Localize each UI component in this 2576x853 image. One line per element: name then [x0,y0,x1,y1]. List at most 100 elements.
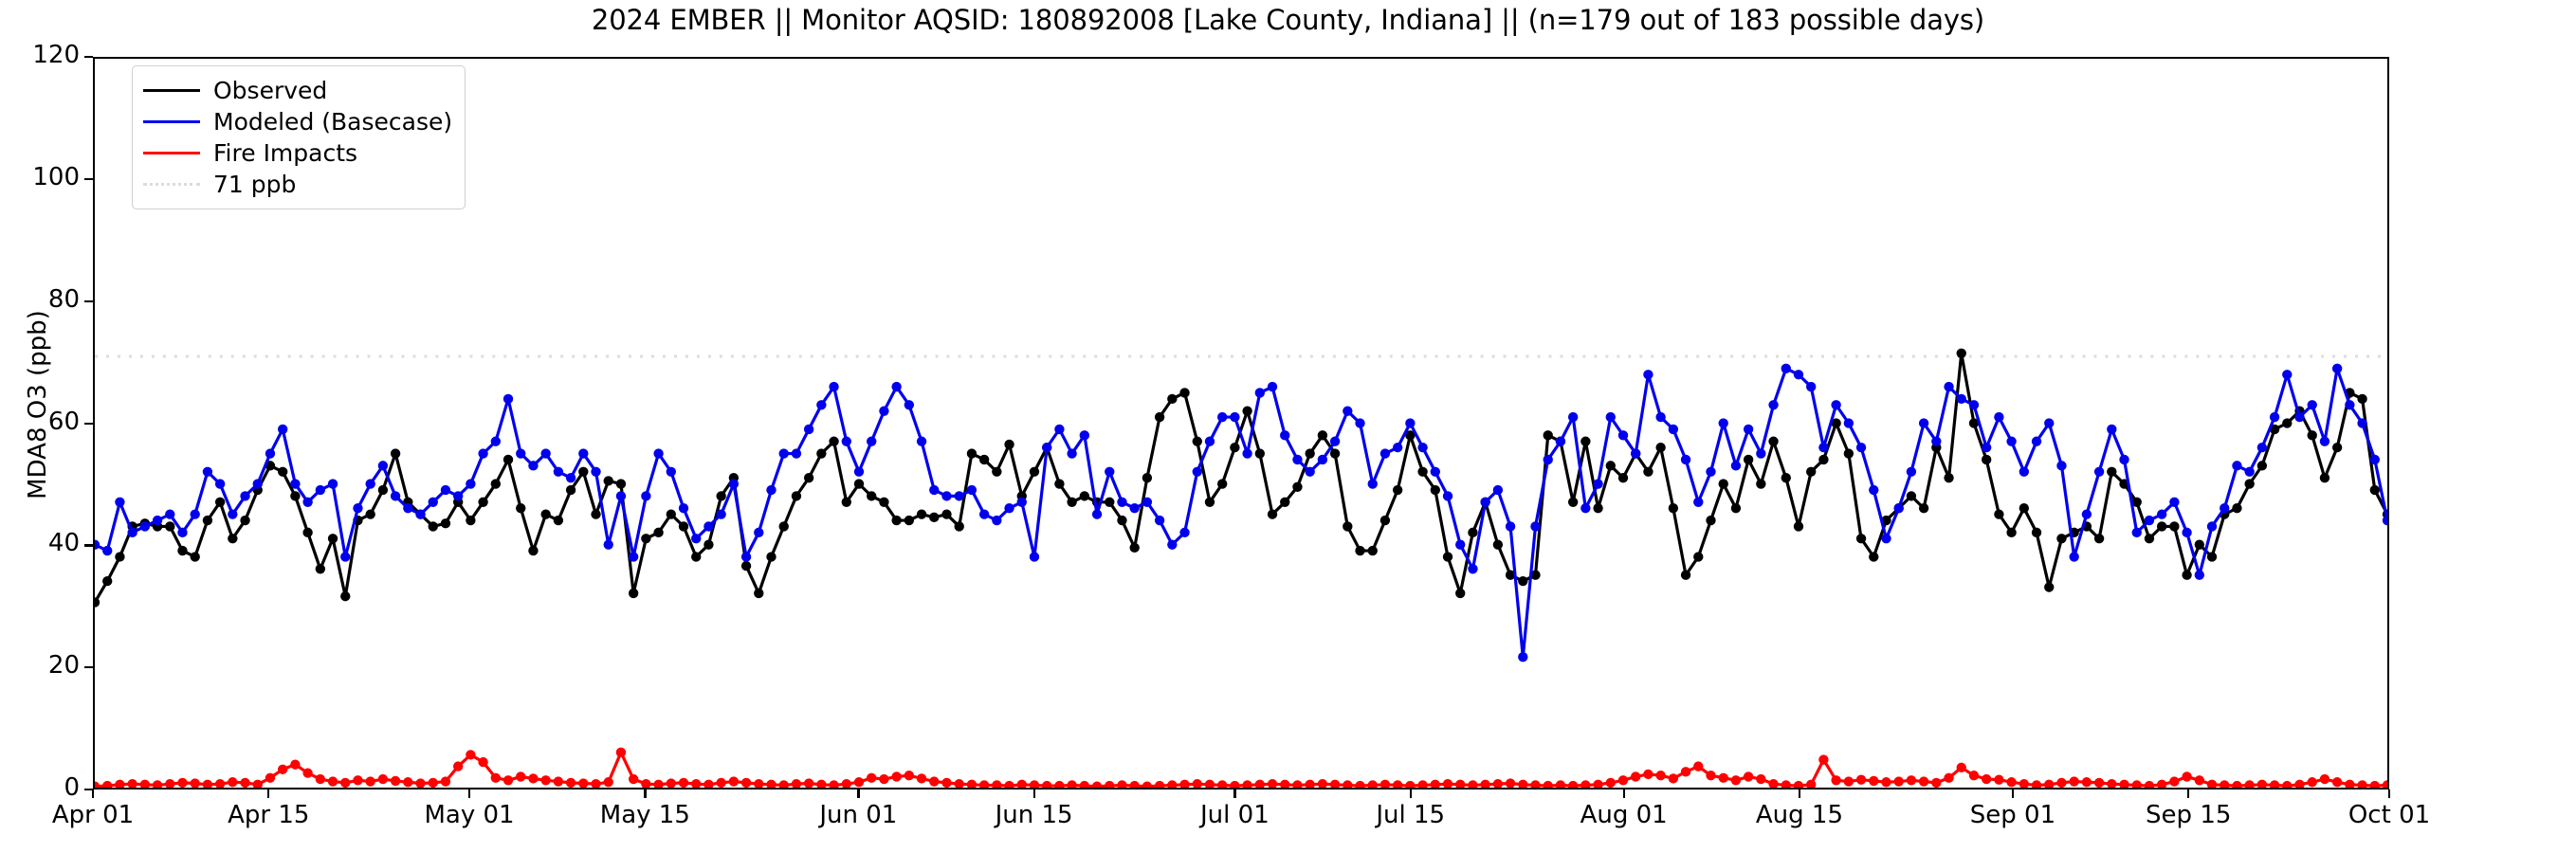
data-point [1292,454,1303,465]
data-point [1793,780,1804,788]
y-tick-label: 60 [47,407,80,436]
data-point [966,448,977,459]
data-point [1881,777,1891,788]
data-point [1216,780,1228,788]
data-point [1329,436,1341,446]
x-tick-label: May 15 [599,801,690,829]
data-point [340,777,351,788]
data-point [1142,781,1153,788]
data-point [377,773,389,785]
data-point [528,545,539,556]
y-tick-label: 20 [47,651,80,681]
data-point [1893,776,1904,787]
data-point [1981,442,1992,453]
data-point [2107,466,2117,477]
data-point [127,778,137,788]
data-point [1216,411,1228,423]
legend-item[interactable]: 71 ppb [143,169,452,200]
data-point [2369,484,2380,496]
data-point [2006,436,2017,446]
data-point [1442,552,1453,562]
data-point [1105,466,1115,477]
data-point [766,484,776,496]
data-point [452,491,464,501]
data-point [228,534,238,544]
data-point [1343,521,1353,532]
data-point [1806,779,1817,788]
data-point [1254,779,1266,788]
data-point [1743,771,1754,782]
data-point [1455,588,1466,599]
data-point [95,539,100,550]
data-point [565,484,576,496]
data-point [2182,527,2192,538]
data-point [2220,503,2230,514]
data-point [603,539,613,550]
data-point [1756,773,1766,785]
data-point [340,590,351,602]
data-point [841,778,851,788]
data-point [591,509,601,519]
x-tick-label: Aug 01 [1580,801,1668,829]
data-point [428,777,438,788]
data-point [1167,780,1178,788]
data-point [2169,776,2180,787]
data-point [1129,780,1140,788]
legend-item[interactable]: Fire Impacts [143,137,452,169]
data-point [1530,570,1541,580]
data-point [778,521,789,532]
data-point [591,466,601,477]
data-point [904,400,915,410]
data-point [2131,780,2142,788]
data-point [1605,411,1616,423]
data-point [2294,411,2305,423]
data-point [1216,479,1228,489]
data-point [1305,779,1315,788]
data-point [929,776,940,787]
data-point [2156,779,2167,788]
data-point [1944,473,1954,483]
data-point [428,521,438,532]
data-point [315,773,326,785]
y-tick-label: 40 [47,529,80,558]
data-point [1355,545,1365,556]
data-point [1518,652,1528,662]
data-point [766,779,776,788]
legend-item[interactable]: Modeled (Basecase) [143,106,452,137]
y-tick-mark [84,299,93,302]
data-point [1543,780,1553,788]
data-point [916,509,927,519]
data-point [1079,491,1090,501]
data-point [2019,503,2030,514]
data-point [853,466,865,477]
data-point [190,509,200,519]
data-point [1781,780,1791,788]
data-point [691,778,702,788]
data-point [1067,497,1077,507]
data-point [1931,777,1942,788]
data-point [214,497,226,507]
data-point [2357,780,2367,788]
data-point [2382,780,2387,788]
x-tick-mark [2187,789,2190,798]
data-point [1317,778,1328,788]
data-point [1004,439,1014,450]
x-tick-label: Oct 01 [2348,801,2431,829]
y-tick-mark [84,177,93,181]
data-point [754,588,764,599]
y-tick-label: 80 [47,284,80,314]
x-tick-label: Apr 15 [228,801,310,829]
data-point [853,479,865,489]
data-point [2093,777,2105,788]
data-point [1593,503,1603,514]
data-point [1743,454,1754,465]
data-point [278,466,288,477]
data-point [353,775,363,786]
data-point [1442,778,1453,788]
data-point [2206,779,2218,788]
data-point [2331,363,2343,374]
legend-item[interactable]: Observed [143,75,452,106]
data-point [1869,775,1879,787]
data-point [615,491,627,501]
data-point [754,778,764,788]
